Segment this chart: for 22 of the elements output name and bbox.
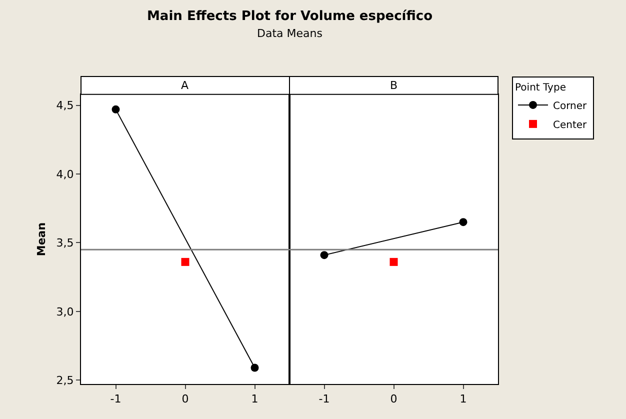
legend-label: Corner xyxy=(553,100,588,112)
y-tick-label: 4,0 xyxy=(56,168,74,181)
x-tick-label: 0 xyxy=(182,392,189,406)
legend-label: Center xyxy=(553,120,588,131)
x-axis-title: B xyxy=(390,79,398,92)
y-tick-label: 4,5 xyxy=(56,99,74,112)
y-tick-label: 2,5 xyxy=(56,374,74,387)
x-tick-label: -1 xyxy=(110,392,122,406)
x-tick-label: 1 xyxy=(460,392,467,406)
chart-subtitle: Data Means xyxy=(257,27,323,40)
x-tick-label: 1 xyxy=(251,392,258,406)
x-tick-label: -1 xyxy=(318,392,330,406)
point xyxy=(112,105,120,114)
chart-title: Main Effects Plot for Volume específico xyxy=(147,9,433,24)
x-axis-title: A xyxy=(181,79,189,92)
y-tick-label: 3,5 xyxy=(56,236,74,250)
x-tick-label: 0 xyxy=(390,392,398,406)
y-tick-label: 3,0 xyxy=(56,305,74,318)
point xyxy=(181,258,190,266)
point xyxy=(250,364,259,372)
y-axis-title: Mean xyxy=(34,222,48,256)
legend-title: Point Type xyxy=(515,82,566,94)
